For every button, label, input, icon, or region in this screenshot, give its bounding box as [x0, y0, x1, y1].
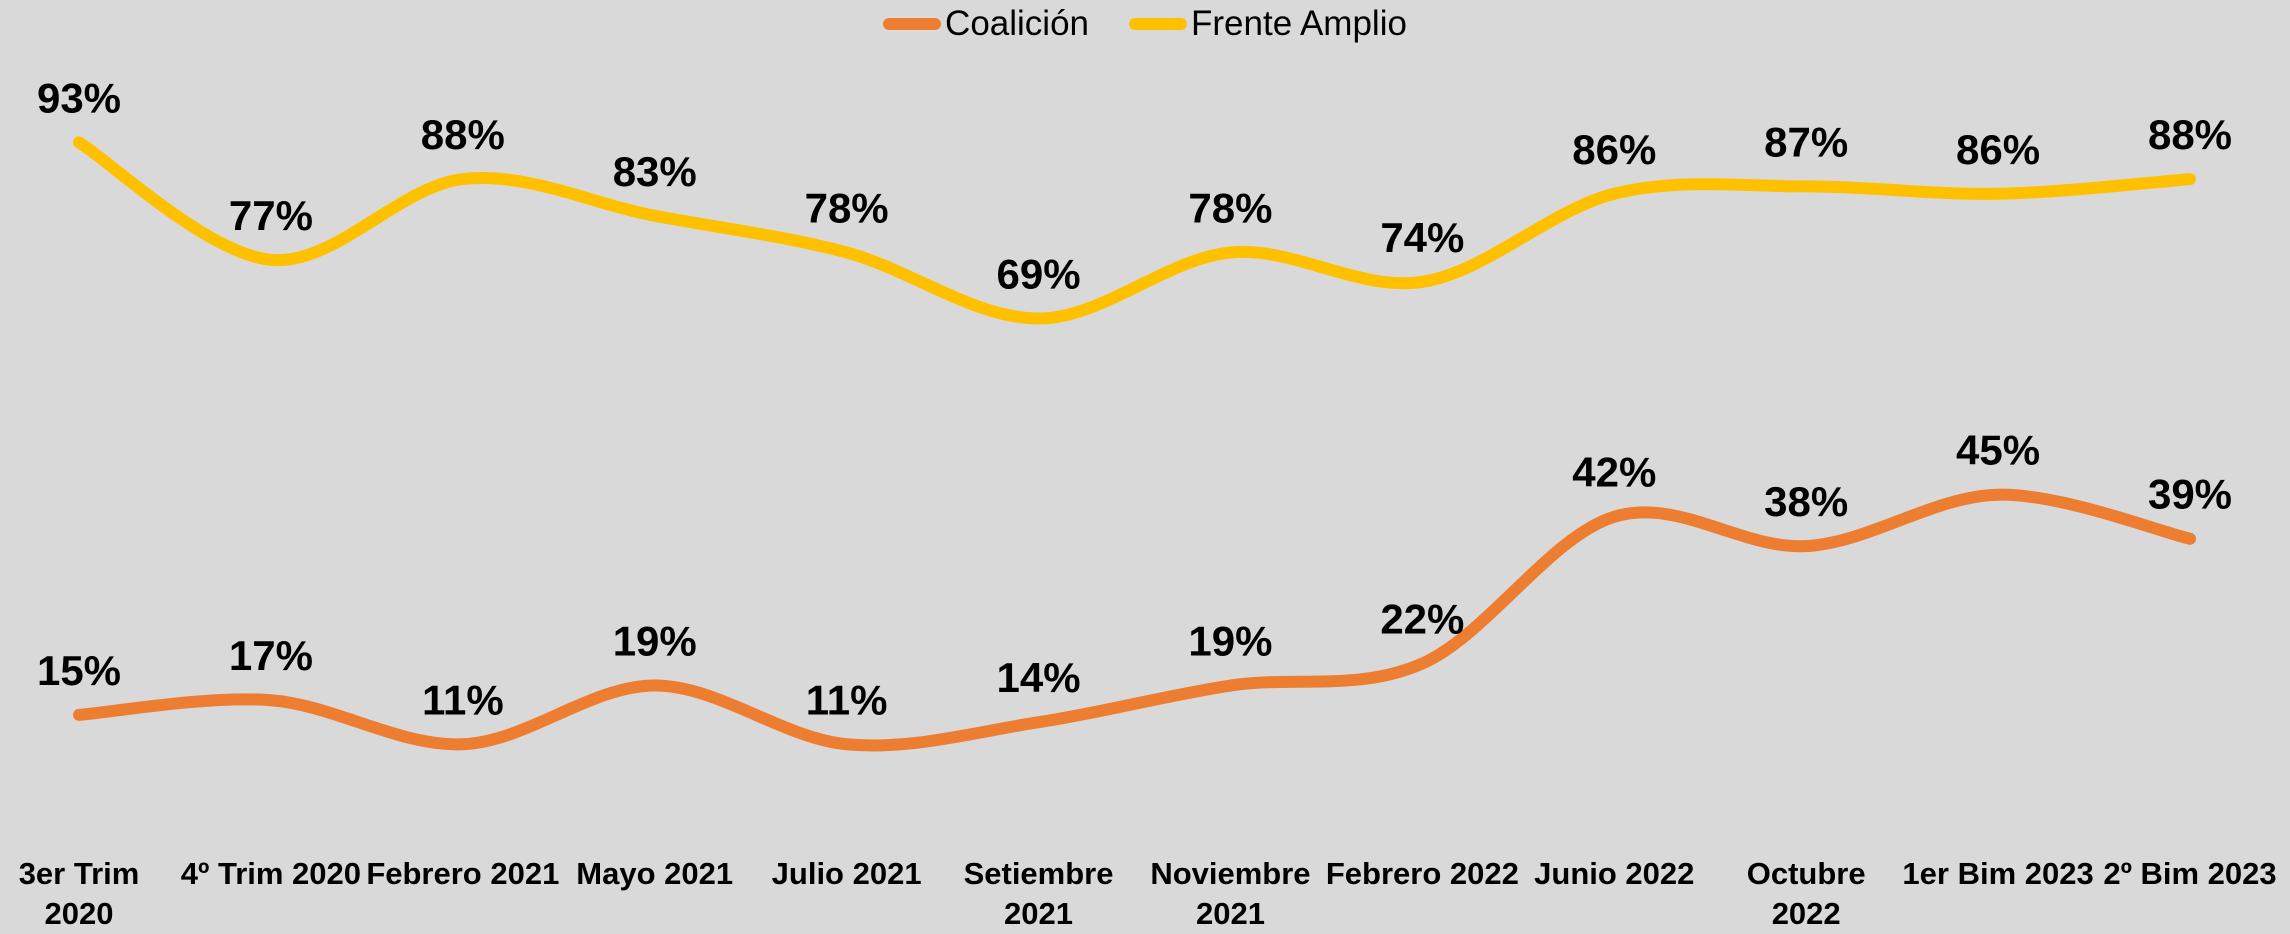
legend-swatch [1129, 18, 1188, 30]
line [73, 488, 2196, 752]
x-tick-label: Julio 2021 [771, 856, 922, 891]
x-tick-label: 2º Bim 2023 [2103, 856, 2277, 891]
data-label: 19% [1188, 618, 1272, 665]
data-label: 69% [997, 251, 1081, 298]
legend-item: Coalición [883, 4, 1089, 44]
data-label: 93% [37, 74, 121, 121]
data-label: 42% [1572, 449, 1656, 496]
data-label: 22% [1380, 596, 1464, 643]
x-tick-label: Febrero 2021 [366, 856, 560, 891]
line [73, 136, 2196, 325]
x-tick-label: Octubre 2022 [1746, 856, 1866, 931]
data-label: 87% [1764, 118, 1848, 165]
data-label: 83% [613, 148, 697, 195]
x-tick-label: Mayo 2021 [576, 856, 734, 891]
data-label: 88% [421, 111, 505, 158]
data-label: 78% [1188, 184, 1272, 231]
x-tick-label: 1er Bim 2023 [1902, 856, 2094, 891]
data-label: 15% [37, 647, 121, 694]
legend-item: Frente Amplio [1129, 4, 1407, 44]
data-label: 14% [997, 654, 1081, 701]
data-label: 45% [1956, 427, 2040, 474]
data-label: 77% [229, 192, 313, 239]
legend-swatch [883, 18, 942, 30]
legend-label: Coalición [945, 4, 1090, 43]
x-tick-label: Noviembre 2021 [1150, 856, 1311, 931]
x-tick-label: Setiembre 2021 [963, 856, 1114, 931]
data-label: 11% [806, 676, 888, 723]
data-label: 38% [1764, 478, 1848, 525]
data-label: 86% [1956, 126, 2040, 173]
data-label: 11% [422, 676, 504, 723]
x-tick-label: 4º Trim 2020 [180, 856, 362, 891]
legend: Coalición Frente Amplio [0, 4, 2290, 44]
data-label: 39% [2148, 471, 2232, 518]
legend-label: Frente Amplio [1191, 4, 1407, 43]
data-label: 74% [1380, 214, 1464, 261]
data-label: 17% [229, 632, 313, 679]
data-label: 19% [613, 618, 697, 665]
data-label: 78% [805, 184, 889, 231]
data-label: 86% [1572, 126, 1656, 173]
x-tick-label: Junio 2022 [1534, 856, 1695, 891]
data-label: 88% [2148, 111, 2232, 158]
x-tick-label: Febrero 2022 [1325, 856, 1519, 891]
x-tick-label: 3er Trim 2020 [18, 856, 140, 931]
